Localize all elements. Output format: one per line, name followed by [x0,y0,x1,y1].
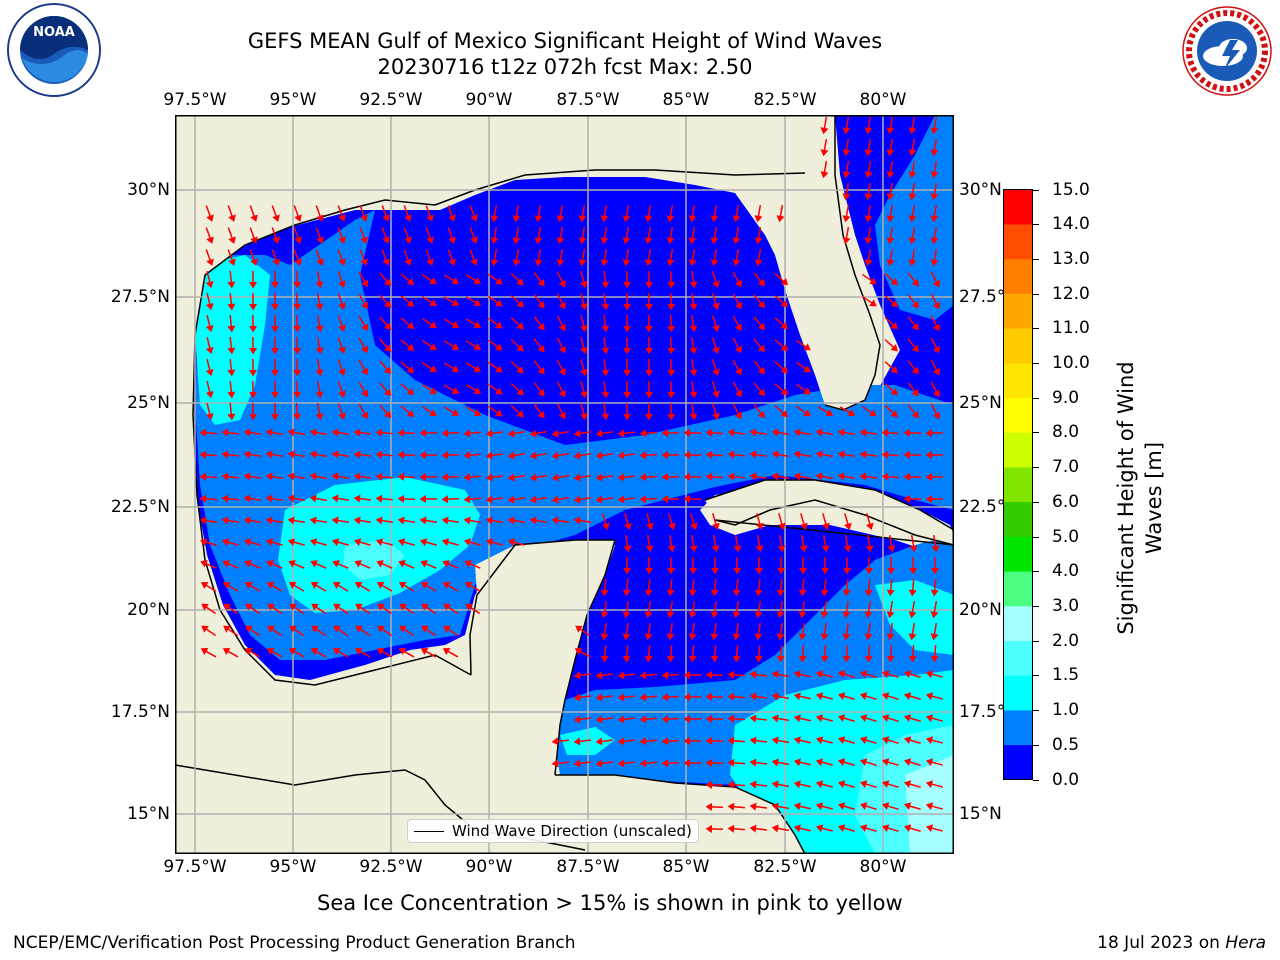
lon-tick-bottom: 90°W [466,857,513,877]
colorbar-tick-label: 9.0 [1052,388,1079,408]
colorbar-tick-label: 6.0 [1052,492,1079,512]
footer-producer: NCEP/EMC/Verification Post Processing Pr… [13,933,576,953]
colorbar-tick-label: 5.0 [1052,527,1079,547]
lon-tick-top: 82.5°W [753,90,816,110]
lon-tick-top: 85°W [663,90,710,110]
colorbar-tick-label: 1.0 [1052,700,1079,720]
colorbar [1003,189,1035,781]
colorbar-tick-mark [1033,398,1039,399]
map-legend: Wind Wave Direction (unscaled) [407,819,699,843]
colorbar-tick-label: 7.0 [1052,457,1079,477]
lat-tick-right: 30°N [959,180,1002,200]
lon-tick-bottom: 80°W [860,857,907,877]
lat-tick-left: 25°N [90,393,170,413]
colorbar-tick-label: 3.0 [1052,596,1079,616]
map-panel [175,115,954,854]
colorbar-tick-label: 4.0 [1052,561,1079,581]
lon-tick-bottom: 82.5°W [753,857,816,877]
colorbar-segment [1004,224,1033,259]
colorbar-segment [1004,294,1033,329]
colorbar-tick-label: 13.0 [1052,249,1090,269]
colorbar-tick-mark [1033,224,1039,225]
lon-tick-top: 87.5°W [556,90,619,110]
colorbar-tick-label: 8.0 [1052,422,1079,442]
colorbar-tick-mark [1033,328,1039,329]
colorbar-tick-mark [1033,606,1039,607]
colorbar-tick-label: 1.5 [1052,665,1079,685]
colorbar-segment [1004,363,1033,398]
colorbar-segment [1004,432,1033,467]
colorbar-label-line2: Waves [m] [1140,288,1168,708]
lon-tick-top: 95°W [270,90,317,110]
colorbar-segment [1004,467,1033,502]
colorbar-tick-label: 15.0 [1052,180,1090,200]
colorbar-label: Significant Height of Wind Waves [m] [1112,288,1168,708]
lat-tick-right: 15°N [959,804,1002,824]
nws-logo [1178,4,1276,98]
colorbar-segment [1004,190,1033,225]
colorbar-tick-mark [1033,432,1039,433]
lon-tick-top: 92.5°W [359,90,422,110]
colorbar-tick-label: 0.5 [1052,735,1079,755]
lat-tick-right: 20°N [959,600,1002,620]
colorbar-segment [1004,641,1033,676]
colorbar-tick-mark [1033,259,1039,260]
colorbar-tick-label: 2.0 [1052,631,1079,651]
lon-tick-top: 97.5°W [163,90,226,110]
footer-host: Hera [1225,933,1266,953]
colorbar-tick-label: 0.0 [1052,770,1079,790]
colorbar-segment [1004,606,1033,641]
lat-tick-left: 30°N [90,180,170,200]
map-title: GEFS MEAN Gulf of Mexico Significant Hei… [0,28,1130,54]
colorbar-tick-mark [1033,675,1039,676]
colorbar-segment [1004,259,1033,294]
sea-ice-note: Sea Ice Concentration > 15% is shown in … [317,891,903,915]
footer-date: 18 Jul 2023 on Hera [1097,933,1266,953]
colorbar-tick-mark [1033,537,1039,538]
colorbar-tick-label: 12.0 [1052,284,1090,304]
colorbar-tick-mark [1033,363,1039,364]
colorbar-tick-mark [1033,502,1039,503]
colorbar-segment [1004,675,1033,710]
colorbar-segment [1004,328,1033,363]
colorbar-segment [1004,745,1033,780]
map-subtitle: 20230716 t12z 072h fcst Max: 2.50 [0,54,1130,80]
colorbar-segment [1004,571,1033,606]
colorbar-label-line1: Significant Height of Wind [1112,288,1140,708]
colorbar-tick-mark [1033,294,1039,295]
lon-tick-top: 90°W [466,90,513,110]
lat-tick-left: 27.5°N [90,287,170,307]
lon-tick-bottom: 97.5°W [163,857,226,877]
colorbar-tick-mark [1033,710,1039,711]
legend-label: Wind Wave Direction (unscaled) [452,822,692,840]
lat-tick-left: 20°N [90,600,170,620]
colorbar-tick-mark [1033,745,1039,746]
lat-tick-left: 22.5°N [90,497,170,517]
lat-tick-left: 15°N [90,804,170,824]
colorbar-tick-label: 11.0 [1052,318,1090,338]
footer-date-text: 18 Jul 2023 on [1097,933,1225,953]
colorbar-segment [1004,398,1033,433]
colorbar-tick-mark [1033,190,1039,191]
colorbar-tick-mark [1033,780,1039,781]
legend-line-icon [414,831,444,832]
colorbar-tick-mark [1033,571,1039,572]
lon-tick-bottom: 85°W [663,857,710,877]
colorbar-tick-mark [1033,467,1039,468]
lon-tick-bottom: 87.5°W [556,857,619,877]
lon-tick-top: 80°W [860,90,907,110]
colorbar-segment [1004,502,1033,537]
colorbar-tick-label: 10.0 [1052,353,1090,373]
colorbar-segment [1004,710,1033,745]
colorbar-segment [1004,537,1033,572]
lon-tick-bottom: 95°W [270,857,317,877]
colorbar-tick-label: 14.0 [1052,214,1090,234]
lat-tick-right: 25°N [959,393,1002,413]
lon-tick-bottom: 92.5°W [359,857,422,877]
colorbar-tick-mark [1033,641,1039,642]
lat-tick-left: 17.5°N [90,702,170,722]
